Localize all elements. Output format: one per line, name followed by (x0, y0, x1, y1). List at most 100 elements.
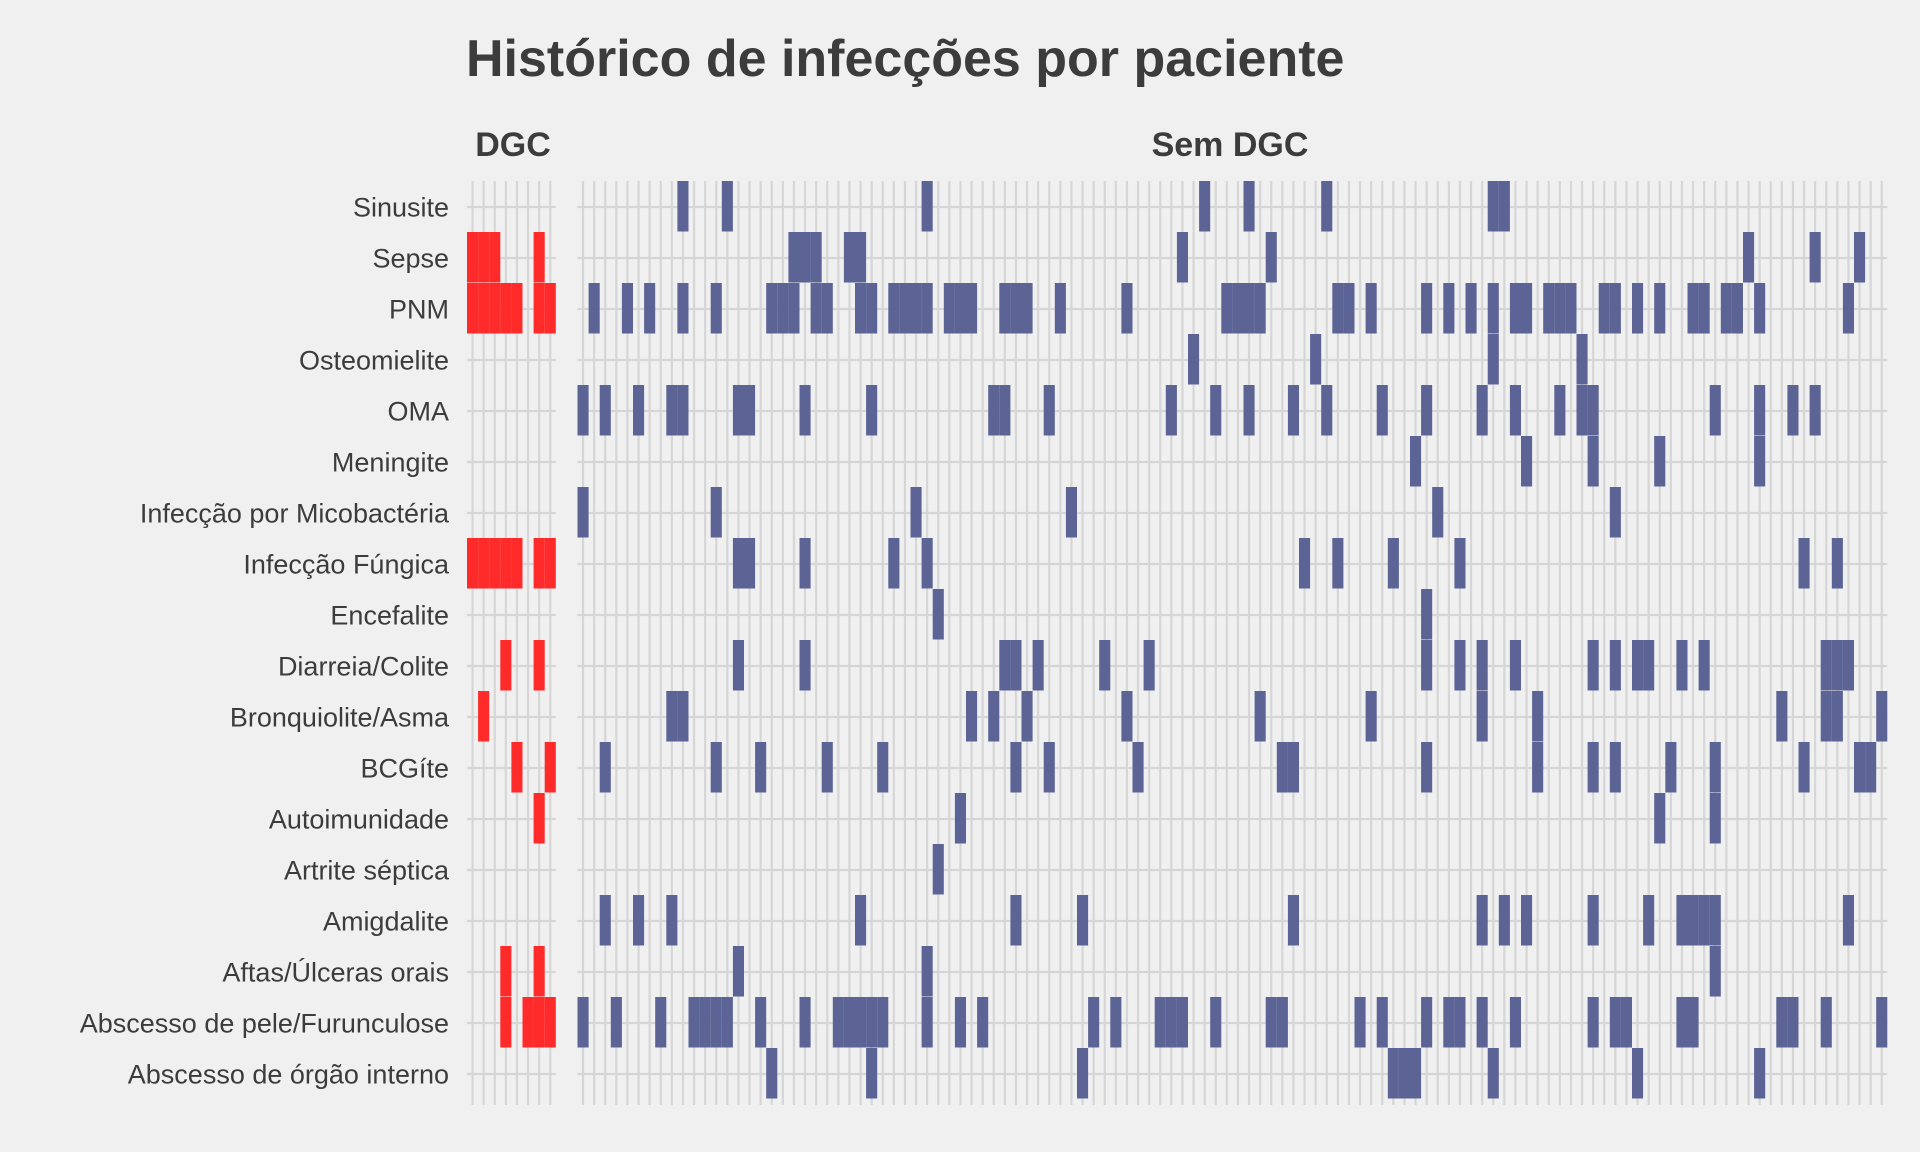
infection-tile (1865, 742, 1877, 793)
infection-tile (788, 283, 800, 334)
infection-tile (1487, 1048, 1499, 1099)
infection-tile (1099, 640, 1111, 691)
infection-tile (1465, 283, 1477, 334)
infection-tile (1831, 538, 1843, 589)
infection-tile (1421, 640, 1433, 691)
infection-tile (999, 283, 1011, 334)
infection-tile (489, 283, 501, 334)
infection-tile (511, 742, 523, 793)
infection-tile (1054, 283, 1066, 334)
infection-tile (888, 283, 900, 334)
infection-tile (1731, 283, 1743, 334)
infection-tile (1443, 997, 1455, 1048)
infection-tile (932, 589, 944, 640)
infection-tile (855, 895, 867, 946)
infection-tile (1620, 997, 1632, 1048)
infection-tile (1798, 538, 1810, 589)
infection-tile (1077, 895, 1089, 946)
infection-tile (478, 691, 490, 742)
infection-tile (1498, 895, 1510, 946)
infection-tile (866, 997, 878, 1048)
infection-tile (1421, 997, 1433, 1048)
infection-tile (1487, 334, 1499, 385)
infection-tile (1565, 283, 1577, 334)
infection-tile (489, 538, 501, 589)
infection-tile (1476, 895, 1488, 946)
infection-tile (1276, 997, 1288, 1048)
infection-tile (1609, 742, 1621, 793)
infection-tile (866, 283, 878, 334)
infection-tile (533, 283, 545, 334)
y-tick-label: Osteomielite (299, 346, 449, 376)
y-tick-label: Meningite (332, 448, 449, 478)
infection-tile (1021, 691, 1033, 742)
infection-tile (1165, 385, 1177, 436)
infection-tile (1321, 181, 1333, 232)
y-tick-label: Infecção por Micobactéria (140, 499, 450, 529)
infection-tile (1754, 1048, 1766, 1099)
infection-tile (1188, 334, 1200, 385)
infection-tile (1321, 385, 1333, 436)
infection-tile (1676, 997, 1688, 1048)
infection-tile (1687, 895, 1699, 946)
y-tick-label: Amigdalite (323, 907, 449, 937)
infection-tile (1199, 181, 1211, 232)
infection-tile (1243, 181, 1255, 232)
infection-tile (1221, 283, 1233, 334)
infection-tile (1287, 385, 1299, 436)
infection-tile (1709, 946, 1721, 997)
y-tick-label: Encefalite (330, 601, 449, 631)
infection-tile (1332, 538, 1344, 589)
infection-tile (533, 232, 545, 283)
infection-tile (1243, 385, 1255, 436)
chart-panels: DGC Sem DGC (467, 126, 1888, 1105)
infection-tile (732, 538, 744, 589)
infection-tile (500, 283, 512, 334)
infection-tile (888, 538, 900, 589)
infection-tile (1421, 385, 1433, 436)
infection-tile (1487, 283, 1499, 334)
infection-tile (1787, 385, 1799, 436)
panel-label: Sem DGC (1152, 126, 1309, 164)
infection-tile (1587, 640, 1599, 691)
infection-tile (1676, 895, 1688, 946)
infection-tile (877, 997, 889, 1048)
infection-tile (1265, 232, 1277, 283)
infection-tile (1454, 538, 1466, 589)
infection-tile (843, 232, 855, 283)
y-tick-label: Sepse (372, 244, 449, 274)
infection-tile (1032, 640, 1044, 691)
infection-tile (599, 895, 611, 946)
infection-tile (1609, 640, 1621, 691)
infection-tile (467, 283, 479, 334)
infection-tile (1421, 742, 1433, 793)
infection-tile (1421, 589, 1433, 640)
infection-tile (599, 742, 611, 793)
y-tick-label: Infecção Fúngica (243, 550, 450, 580)
infection-tile (511, 283, 523, 334)
infection-tile (877, 742, 889, 793)
infection-tile (921, 997, 933, 1048)
infection-tile (988, 385, 1000, 436)
infection-tile (1143, 640, 1155, 691)
infection-tile (1654, 793, 1666, 844)
infection-tile (710, 742, 722, 793)
infection-tile (1476, 385, 1488, 436)
infection-tile (1665, 742, 1677, 793)
infection-tile (732, 385, 744, 436)
infection-tile (710, 487, 722, 538)
infection-tile (1254, 691, 1266, 742)
infection-tile (1232, 283, 1244, 334)
infection-tile (533, 640, 545, 691)
infection-tile (1398, 1048, 1410, 1099)
infection-tile (478, 283, 490, 334)
infection-tile (1276, 742, 1288, 793)
y-tick-label: Abscesso de órgão interno (128, 1060, 449, 1090)
infection-tile (1598, 283, 1610, 334)
infection-tile (1254, 283, 1266, 334)
infection-tile (966, 691, 978, 742)
infection-tile (744, 538, 756, 589)
y-tick-label: Sinusite (353, 193, 449, 223)
infection-tile (988, 691, 1000, 742)
